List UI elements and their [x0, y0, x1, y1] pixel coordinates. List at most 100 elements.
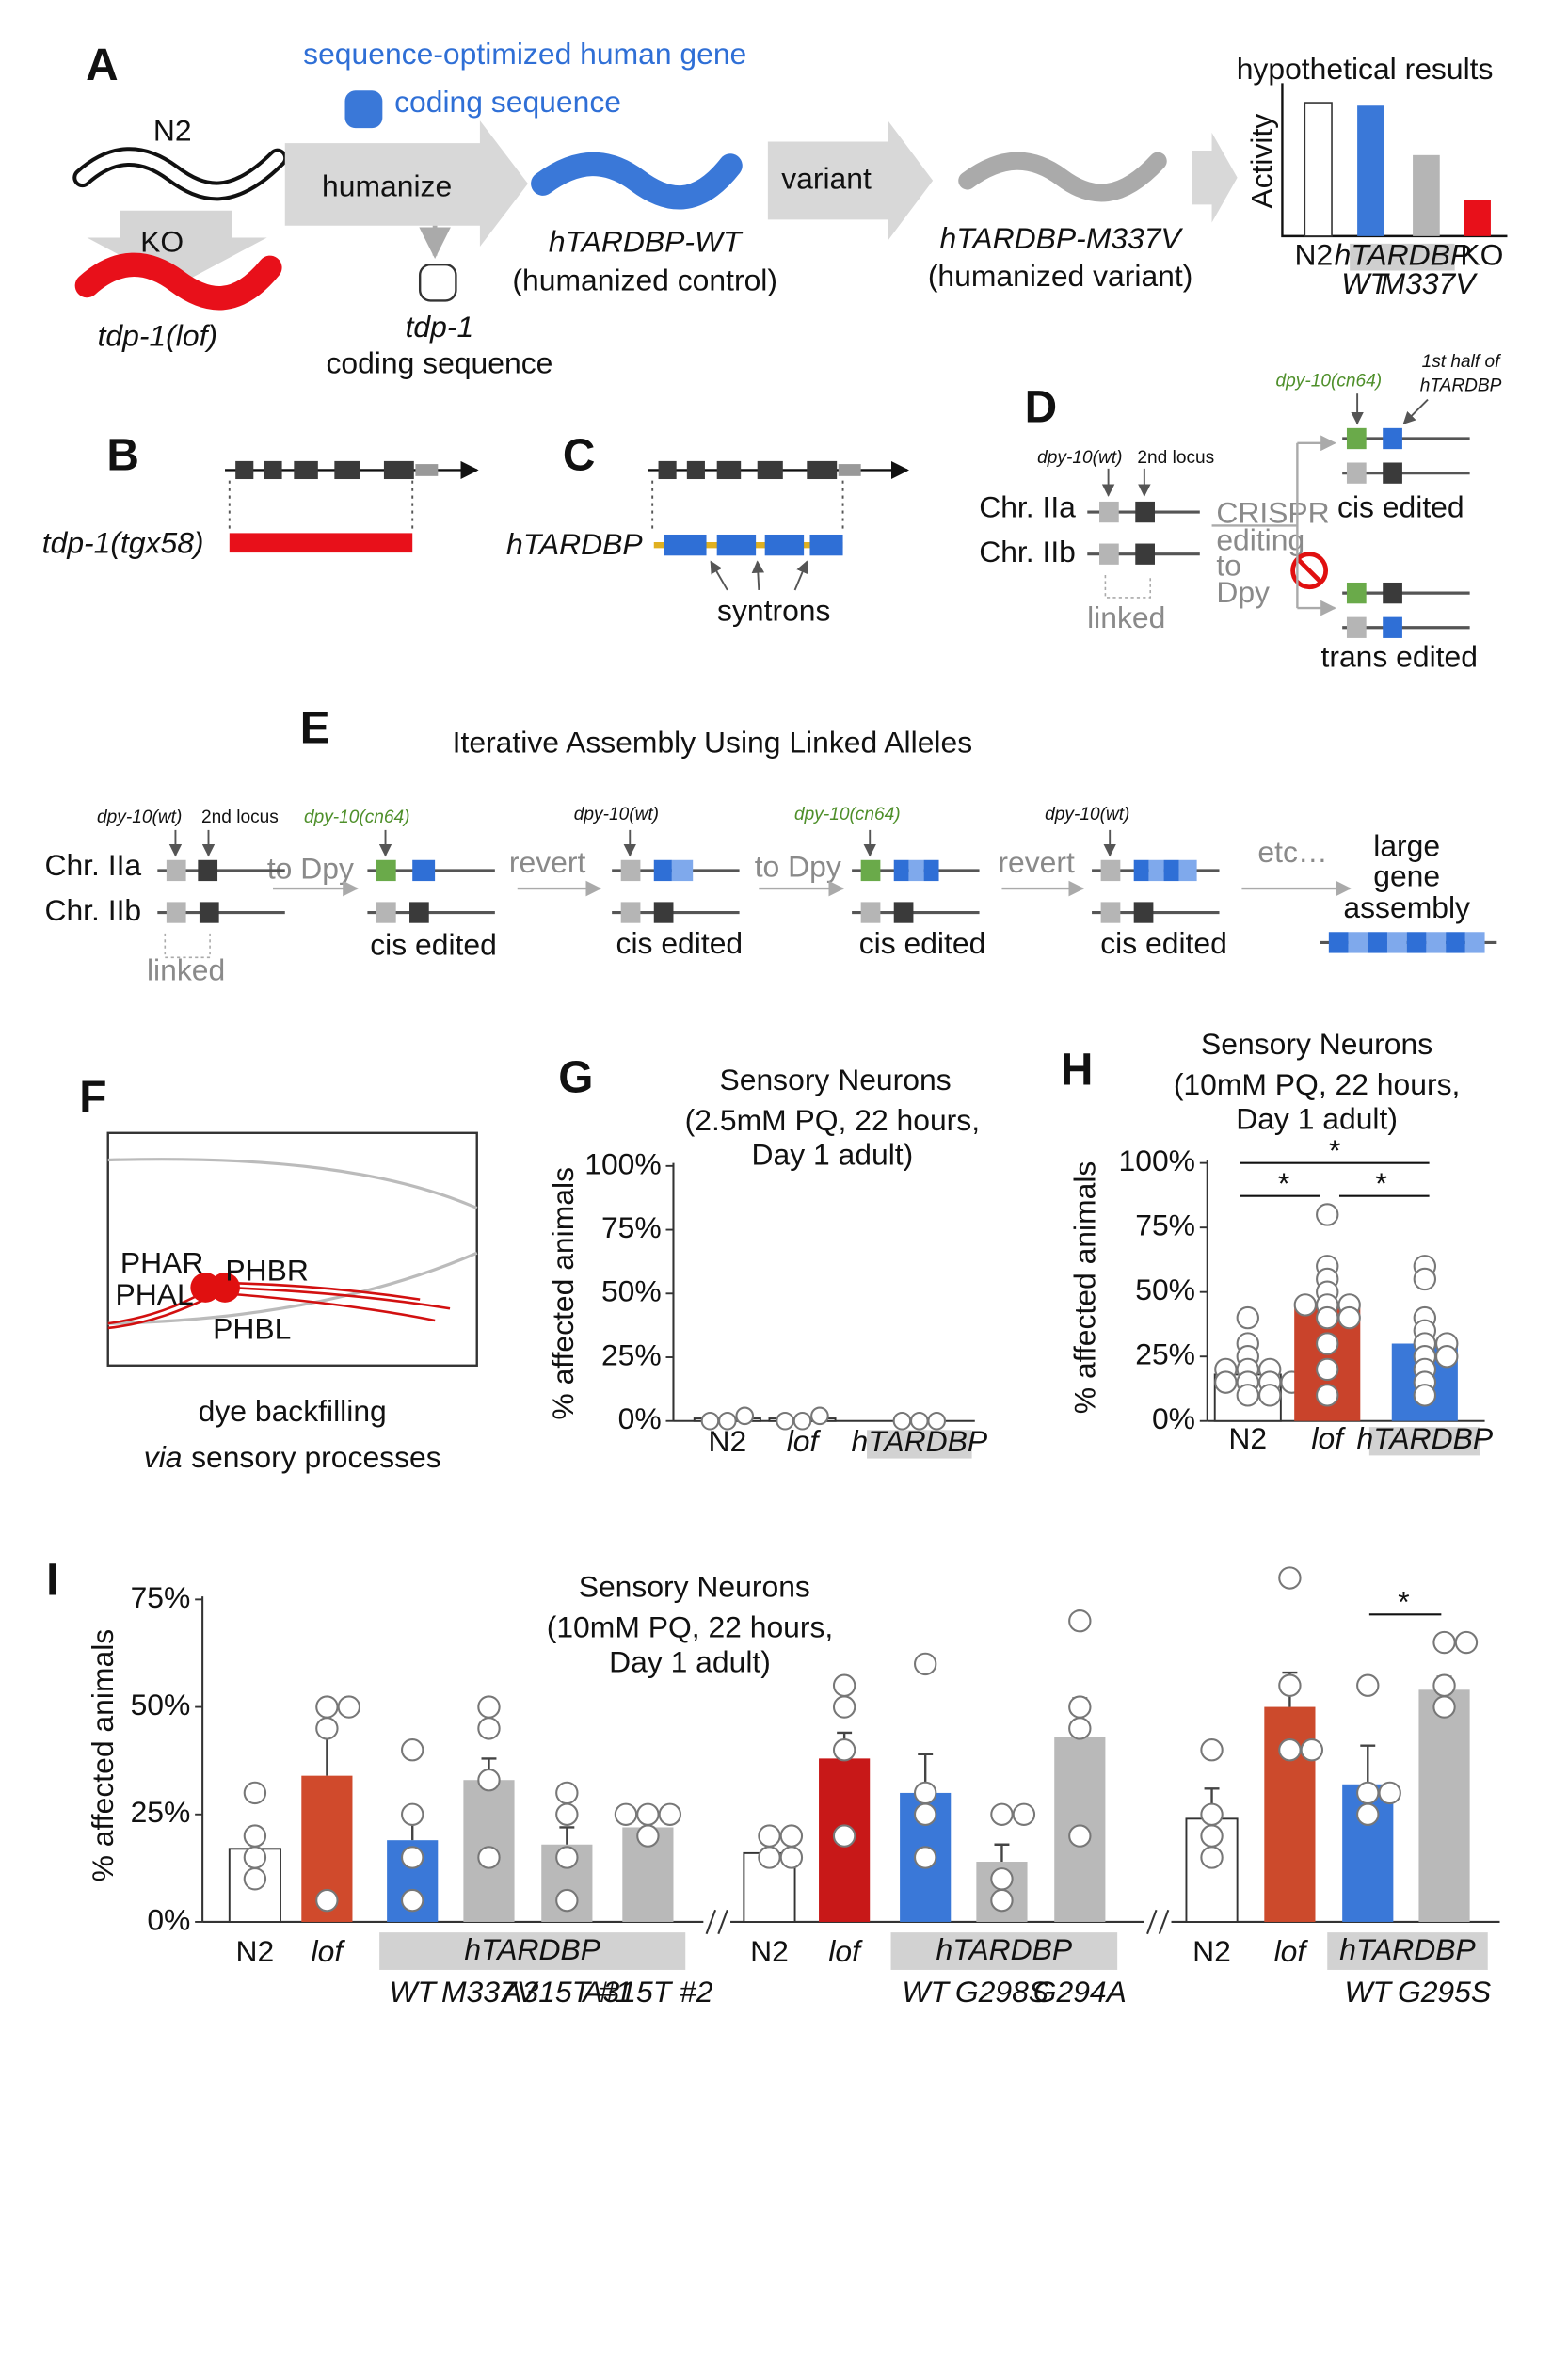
mini-bar	[1357, 105, 1384, 236]
gene-block	[893, 902, 914, 923]
data-point	[832, 1824, 856, 1848]
locus-label: dpy-10(wt)	[97, 808, 182, 827]
data-point	[1300, 1738, 1324, 1762]
arrow	[793, 560, 808, 591]
data-point	[1200, 1824, 1224, 1848]
gene-block	[166, 902, 186, 923]
data-point	[990, 1802, 1014, 1826]
result-label: large	[1373, 828, 1440, 862]
panel-title: Iterative Assembly Using Linked Alleles	[453, 725, 973, 759]
y-tick-label: 100%	[584, 1146, 661, 1180]
locus-label: dpy-10(wt)	[574, 805, 659, 824]
data-point	[1293, 1293, 1318, 1317]
mini-chart-title: hypothetical results	[1237, 52, 1494, 86]
exon	[686, 460, 705, 480]
worm-wt	[531, 152, 743, 210]
panel-label: E	[300, 703, 330, 753]
label-box	[1350, 243, 1455, 271]
mini-axis-label: Activity	[1245, 114, 1279, 209]
data-point	[1068, 1824, 1092, 1848]
gene-block	[1346, 427, 1367, 450]
annotation: editing	[1216, 522, 1304, 556]
result-label: cis edited	[1337, 489, 1464, 523]
gene-block	[409, 902, 429, 923]
y-tick-label: 0%	[1152, 1401, 1195, 1435]
exon	[757, 460, 783, 480]
chart-subtitle: Day 1 adult)	[751, 1138, 913, 1172]
locus-label: dpy-10(wt)	[1045, 805, 1129, 824]
humanize-arrow	[284, 120, 528, 248]
mini-bar	[1304, 102, 1333, 237]
data-point	[315, 1888, 339, 1913]
exon	[807, 460, 838, 480]
data-point	[892, 1411, 912, 1431]
gene-block	[1383, 427, 1402, 450]
data-point	[1316, 1203, 1339, 1226]
x-tick-label: lof	[787, 1424, 822, 1458]
mini-label: hTARDBP	[1335, 238, 1471, 272]
gene-block	[1099, 543, 1119, 565]
step-label: revert	[509, 845, 586, 879]
annotation: syntrons	[717, 593, 830, 627]
exon	[294, 460, 318, 480]
variant-arrow	[767, 120, 934, 241]
chart-subtitle: Day 1 adult)	[609, 1644, 771, 1678]
label-box	[1368, 1427, 1480, 1456]
data-point	[1413, 1267, 1437, 1291]
data-point	[555, 1781, 579, 1805]
chart-title: Sensory Neurons	[1201, 1027, 1432, 1061]
annotation: tdp-1	[406, 310, 474, 344]
data-point	[1316, 1384, 1339, 1407]
panel-label: B	[106, 430, 139, 480]
gene-block	[1133, 902, 1154, 923]
data-point	[1278, 1673, 1302, 1697]
data-point	[990, 1867, 1014, 1891]
data-point	[1356, 1781, 1380, 1805]
data-point	[243, 1824, 267, 1848]
chart-subtitle: (10mM PQ, 22 hours,	[547, 1610, 834, 1644]
x-tick-label: lof	[312, 1934, 346, 1968]
data-point	[477, 1695, 501, 1719]
data-point	[1432, 1695, 1456, 1719]
significance-label: *	[1375, 1166, 1386, 1200]
locus-label: 2nd locus	[1137, 448, 1214, 468]
strain-label: tdp-1(lof)	[98, 319, 217, 353]
mini-label: M337V	[1381, 266, 1479, 300]
error-bar	[994, 1843, 1010, 1863]
x-tick-label: N2	[708, 1424, 746, 1458]
gene-block	[1328, 932, 1349, 953]
x-tick-label: G295S	[1398, 1975, 1491, 2009]
significance-label: *	[1329, 1133, 1340, 1167]
y-tick-label: 0%	[618, 1401, 662, 1435]
utr	[415, 464, 439, 476]
ko-label: KO	[140, 224, 184, 258]
gene-block	[198, 859, 218, 882]
mini-label: KO	[1460, 238, 1503, 272]
x-tick-label: lof	[1274, 1934, 1309, 1968]
x-tick-label: N2	[1192, 1934, 1231, 1968]
data-point	[779, 1846, 804, 1869]
label-box	[890, 1932, 1118, 1970]
annotation: 1st half of	[1422, 352, 1502, 372]
data-point	[832, 1673, 856, 1697]
exon	[764, 534, 805, 556]
result-label: cis edited	[1100, 926, 1227, 960]
gene-label: hTARDBP	[506, 527, 643, 561]
data-point	[243, 1867, 267, 1891]
group-label: hTARDBP	[1339, 1932, 1476, 1966]
strain-label: hTARDBP-WT	[549, 224, 744, 258]
label-box	[867, 1430, 972, 1459]
chromosome-label: Chr. IIb	[44, 893, 141, 927]
chart-subtitle: (10mM PQ, 22 hours,	[1174, 1067, 1461, 1101]
data-point	[1356, 1673, 1380, 1697]
axis-break	[1146, 1909, 1158, 1935]
gene-block	[671, 859, 694, 882]
arrow	[1402, 398, 1429, 425]
ko-arrow	[87, 210, 267, 286]
mini-label: N2	[1295, 238, 1334, 272]
data-point	[1236, 1384, 1259, 1407]
deletion	[229, 533, 413, 553]
annotation: (humanized control)	[512, 264, 777, 297]
y-axis-label: % affected animals	[1068, 1161, 1102, 1415]
prohibited-icon	[1290, 552, 1329, 590]
